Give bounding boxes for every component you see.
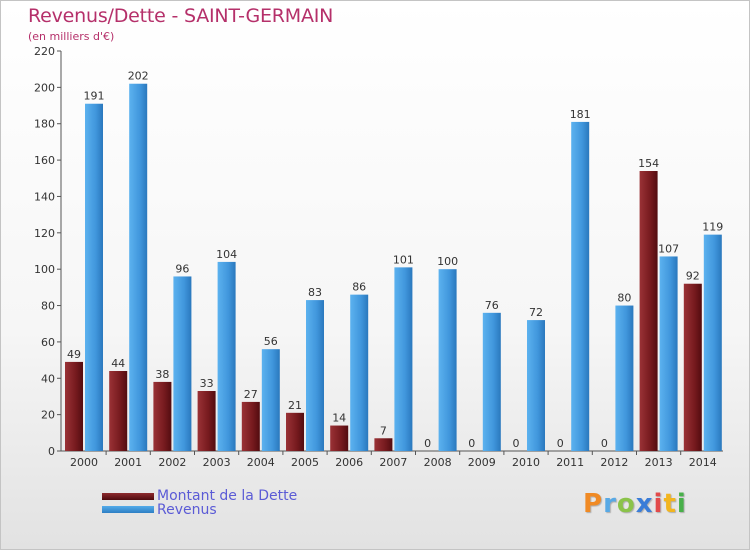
bar-revenus [394,267,413,451]
legend-label-revenus: Revenus [157,502,217,518]
bar-dette [374,438,393,451]
bar-dette [683,283,702,451]
data-label-revenus: 191 [84,90,105,103]
data-label-dette: 154 [638,157,659,170]
x-tick-label: 2011 [556,456,584,469]
x-tick-label: 2008 [424,456,452,469]
data-label-dette: 27 [244,388,258,401]
y-tick-label: 160 [34,154,55,167]
proxiti-logo: Proxiti [583,489,687,519]
data-label-dette: 49 [67,348,81,361]
bar-revenus [659,256,678,451]
x-tick-label: 2009 [468,456,496,469]
data-label-dette: 14 [332,412,346,425]
data-label-dette: 92 [686,270,700,283]
logo-letter: x [635,489,654,519]
data-label-revenus: 119 [702,221,723,234]
y-tick-label: 20 [41,409,55,422]
x-tick-label: 2006 [335,456,363,469]
x-tick-label: 2010 [512,456,540,469]
x-tick-label: 2007 [379,456,407,469]
bar-revenus [703,234,722,451]
x-tick-label: 2005 [291,456,319,469]
y-tick-label: 200 [34,81,55,94]
y-tick-label: 180 [34,118,55,131]
legend-swatch-dette [102,493,154,500]
data-label-dette: 33 [200,377,214,390]
bar-revenus [482,312,501,451]
bar-revenus [85,103,103,452]
data-label-revenus: 56 [264,335,278,348]
bar-revenus [615,305,634,451]
logo-letter: i [653,489,664,519]
bar-revenus [350,294,369,451]
bar-dette [65,361,83,451]
y-tick-label: 120 [34,227,55,240]
data-label-revenus: 181 [570,108,591,121]
bar-revenus [129,83,148,452]
data-label-dette: 0 [468,437,475,450]
y-tick-label: 80 [41,300,55,313]
bar-revenus [571,121,590,451]
bar-dette [241,401,260,451]
y-tick-label: 140 [34,190,55,203]
bar-dette [109,371,128,451]
data-label-revenus: 104 [216,248,237,261]
legend-label-dette: Montant de la Dette [157,488,298,504]
x-tick-label: 2012 [600,456,628,469]
logo-letter: P [583,489,604,519]
data-label-revenus: 83 [308,286,322,299]
x-tick-label: 2014 [689,456,717,469]
bar-dette [639,171,658,451]
data-label-revenus: 101 [393,253,414,266]
logo-letter: r [603,489,617,519]
legend-swatch-revenus [102,506,154,513]
bar-revenus [438,269,457,451]
logo-letter: i [676,489,687,519]
data-label-revenus: 76 [485,299,499,312]
data-label-dette: 0 [557,437,564,450]
data-label-dette: 44 [111,357,125,370]
y-tick-label: 100 [34,263,55,276]
x-tick-label: 2001 [114,456,142,469]
data-label-dette: 0 [424,437,431,450]
data-label-dette: 7 [380,424,387,437]
bar-revenus [173,276,192,451]
bar-revenus [306,300,324,451]
data-label-revenus: 86 [352,281,366,294]
data-label-dette: 21 [288,399,302,412]
logo-letter: o [616,489,636,519]
chart-title: Revenus/Dette - SAINT-GERMAIN [28,5,334,27]
y-tick-label: 40 [41,372,55,385]
data-label-dette: 38 [155,368,169,381]
data-label-revenus: 72 [529,306,543,319]
x-tick-label: 2013 [645,456,673,469]
chart-subtitle: (en milliers d'€) [28,30,115,43]
y-tick-label: 220 [34,45,55,58]
x-tick-label: 2002 [158,456,186,469]
x-tick-label: 2004 [247,456,275,469]
data-label-revenus: 100 [437,255,458,268]
y-tick-label: 60 [41,336,55,349]
data-label-revenus: 107 [658,242,679,255]
x-tick-label: 2000 [70,456,98,469]
data-label-dette: 0 [513,437,520,450]
bar-dette [197,391,216,451]
bar-dette [153,381,172,451]
x-tick-label: 2003 [203,456,231,469]
bar-revenus [261,349,280,451]
y-tick-label: 0 [48,445,55,458]
logo-letter: t [663,489,677,519]
data-label-revenus: 202 [128,70,149,83]
data-label-revenus: 80 [617,292,631,305]
data-label-revenus: 96 [175,262,189,275]
bar-dette [286,412,304,451]
bar-revenus [217,261,236,451]
bar-dette [330,425,349,451]
data-label-dette: 0 [601,437,608,450]
bar-revenus [527,320,545,451]
